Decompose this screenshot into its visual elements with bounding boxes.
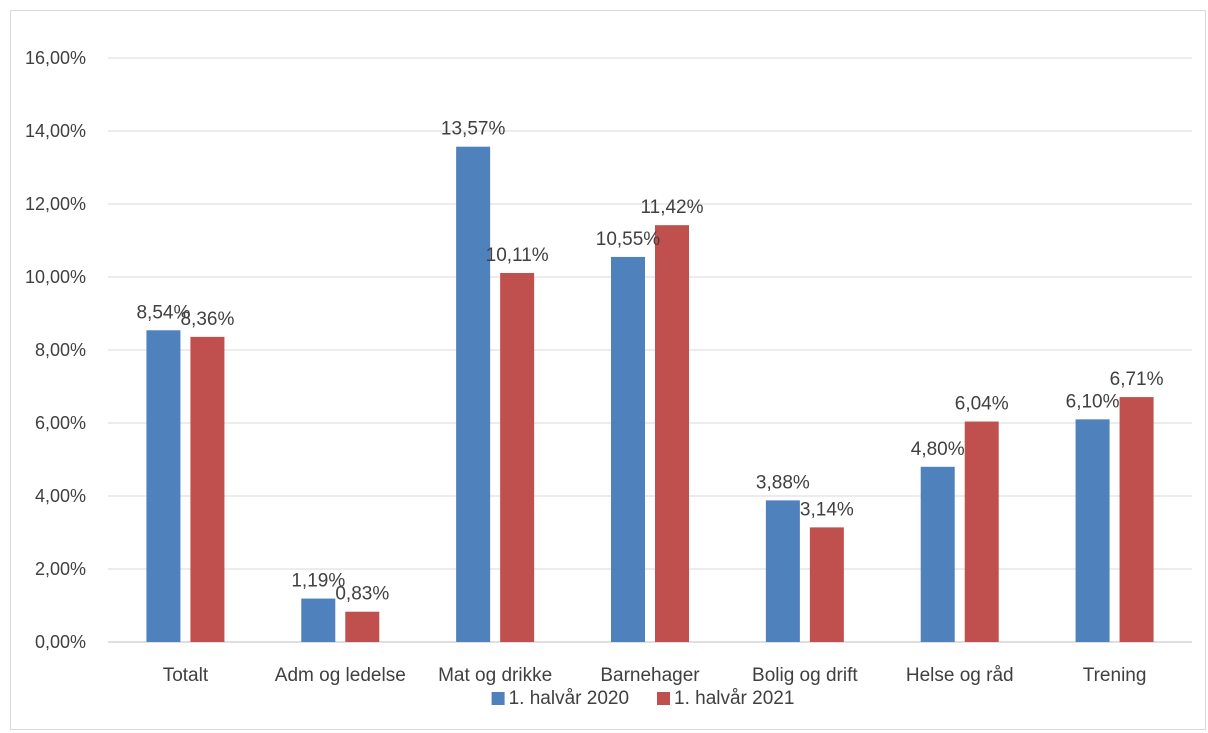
x-category-label: Barnehager — [600, 665, 700, 686]
data-label: 6,10% — [1066, 391, 1120, 412]
gridlines — [108, 57, 1192, 643]
bar-2021 — [1119, 397, 1154, 642]
x-category-label: Totalt — [163, 665, 209, 686]
legend-swatch — [657, 692, 670, 705]
data-label: 3,88% — [756, 472, 810, 493]
y-tick-label: 0,00% — [35, 632, 86, 652]
y-tick-label: 6,00% — [35, 413, 86, 433]
data-label: 3,14% — [800, 499, 854, 520]
bar-2020 — [920, 466, 955, 642]
bar-2020 — [1075, 419, 1110, 642]
bars — [146, 146, 1154, 643]
y-axis-tick-labels: 0,00% 2,00% 4,00% 6,00% 8,00% 10,00% 12,00% 14,… — [25, 48, 86, 652]
bar-2021 — [655, 225, 689, 643]
x-category-label: Mat og drikke — [438, 665, 552, 686]
bar-2021 — [809, 527, 844, 642]
legend: 1. halvår 2020 1. halvår 2021 — [491, 688, 794, 709]
data-label: 0,83% — [335, 584, 389, 605]
legend-swatch — [491, 692, 505, 705]
bar-2020 — [146, 330, 181, 642]
data-label: 10,55% — [596, 229, 661, 250]
data-label: 10,11% — [486, 245, 549, 266]
x-category-label: Trening — [1083, 665, 1147, 686]
bar-2020 — [611, 256, 645, 642]
data-label: 8,54% — [136, 302, 190, 323]
y-tick-label: 10,00% — [25, 267, 86, 287]
x-axis-category-labels: Totalt Adm og ledelse Mat og drikke Barneha… — [163, 665, 1147, 686]
data-labels: 8,54%8,36% 1,19%0,83% 13,57% 10,11% 10,55% 11… — [136, 119, 1163, 605]
x-category-label: Adm og ledelse — [275, 665, 406, 686]
legend-label: 1. halvår 2021 — [674, 688, 794, 709]
data-label: 6,71% — [1110, 369, 1164, 390]
data-label: 6,04% — [955, 394, 1009, 415]
bar-2021 — [500, 272, 535, 642]
x-category-label: Bolig og drift — [752, 665, 858, 686]
data-label: 11,42% — [640, 197, 703, 218]
bar-2021 — [964, 421, 999, 642]
data-label: 4,80% — [911, 439, 965, 460]
y-tick-label: 2,00% — [35, 559, 86, 579]
y-tick-label: 12,00% — [25, 194, 86, 214]
bar-2020 — [301, 598, 336, 642]
data-label: 1,19% — [291, 571, 345, 592]
y-tick-label: 4,00% — [35, 486, 86, 506]
data-label: 13,57% — [441, 119, 506, 140]
bar-2020 — [456, 146, 491, 642]
x-category-label: Helse og råd — [906, 665, 1014, 686]
data-label: 8,36% — [180, 309, 234, 330]
legend-label: 1. halvår 2020 — [509, 688, 629, 709]
y-tick-label: 8,00% — [35, 340, 86, 360]
bar-2020 — [765, 500, 800, 642]
bar-2021 — [345, 611, 380, 642]
bar-2021 — [190, 336, 225, 642]
y-tick-label: 16,00% — [25, 48, 86, 68]
y-tick-label: 14,00% — [25, 121, 86, 141]
